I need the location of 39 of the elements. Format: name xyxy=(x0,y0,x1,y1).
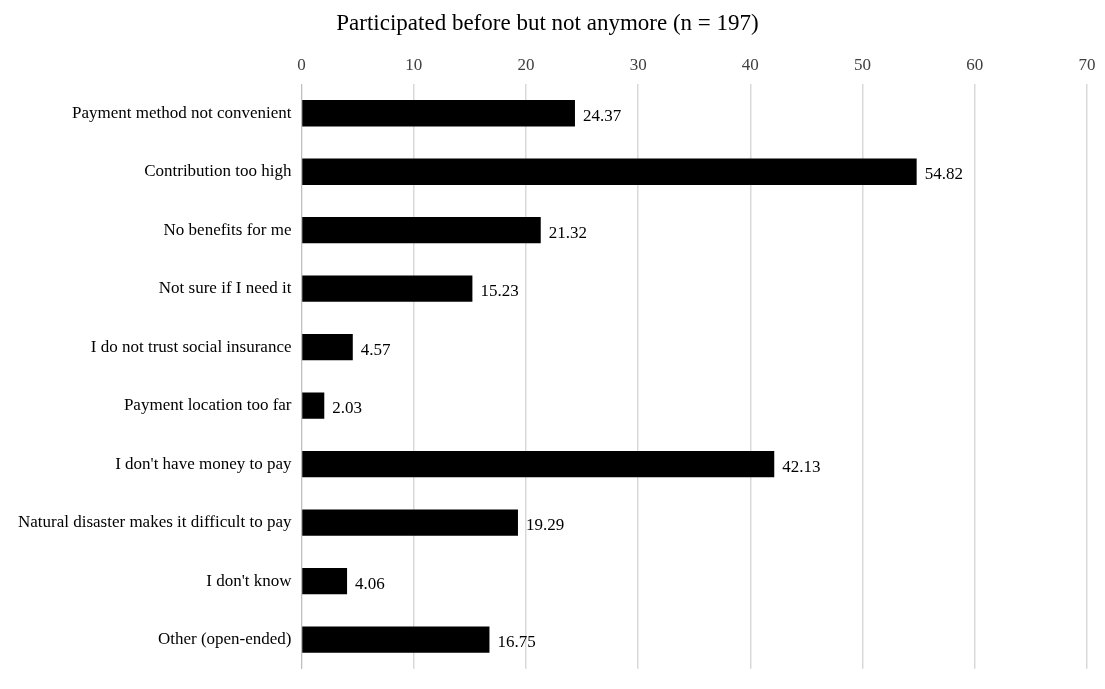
data-label: 21.32 xyxy=(548,222,587,242)
x-tick-label: 10 xyxy=(405,55,423,75)
bar xyxy=(302,567,348,595)
data-label: 24.37 xyxy=(582,105,622,125)
data-label: 2.03 xyxy=(332,398,363,418)
bar xyxy=(302,450,775,478)
x-tick-label: 20 xyxy=(517,55,535,75)
x-tick-label: 40 xyxy=(741,55,759,75)
y-tick-label: Other (open-ended) xyxy=(157,629,292,649)
y-tick-label: Payment location too far xyxy=(123,395,292,415)
data-label: 4.57 xyxy=(360,339,392,359)
y-tick-label: Payment method not convenient xyxy=(71,102,292,122)
data-label: 16.75 xyxy=(497,632,536,652)
y-tick-label: I don't know xyxy=(206,570,293,590)
data-label: 42.13 xyxy=(782,456,821,476)
y-tick-label: Contribution too high xyxy=(144,161,292,181)
x-tick-label: 0 xyxy=(297,55,306,75)
x-tick-label: 30 xyxy=(629,55,647,75)
data-label: 4.06 xyxy=(355,573,385,593)
bar xyxy=(302,334,353,361)
x-tick-label: 50 xyxy=(854,55,872,75)
bar xyxy=(302,158,917,185)
bar xyxy=(302,392,325,419)
chart-title: Participated before but not anymore (n = 197) xyxy=(336,9,759,35)
x-tick-label: 70 xyxy=(1078,55,1096,75)
data-label: 54.82 xyxy=(924,164,963,184)
x-tick-label: 60 xyxy=(966,55,984,75)
y-tick-label: Natural disaster makes it difficult to pay xyxy=(17,512,292,532)
y-tick-label: I don't have money to pay xyxy=(115,453,292,473)
data-label: 19.29 xyxy=(525,515,565,535)
y-tick-label: I do not trust social insurance xyxy=(90,336,292,356)
bar xyxy=(302,509,518,536)
y-tick-label: Not sure if I need it xyxy=(158,278,292,298)
y-tick-label: No benefits for me xyxy=(163,219,292,239)
bar xyxy=(302,217,541,244)
bar xyxy=(302,100,575,127)
bar xyxy=(302,275,473,302)
data-label: 15.23 xyxy=(480,281,519,301)
bar xyxy=(302,626,490,653)
